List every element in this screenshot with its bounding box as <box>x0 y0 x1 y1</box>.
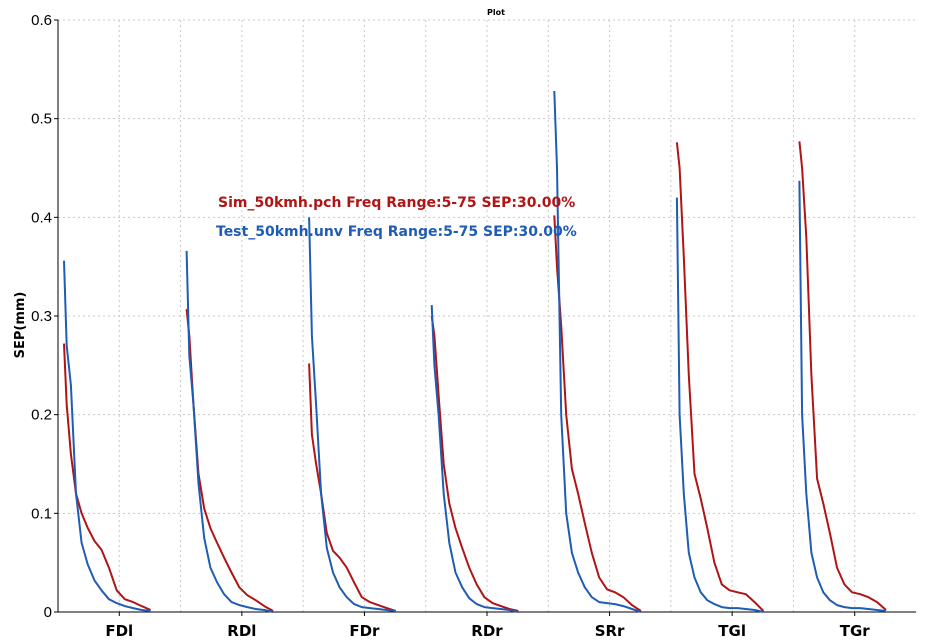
legend: Sim_50kmh.pch Freq Range:5-75 SEP:30.00%… <box>216 195 577 240</box>
y-tick-label: 0.5 <box>31 111 52 128</box>
series-curve-tgr <box>798 141 887 611</box>
series-curve-fdr <box>308 217 396 612</box>
series-curve-srr <box>553 90 642 613</box>
x-tick-label: TGr <box>840 622 871 640</box>
series-curve-fdr <box>308 363 397 612</box>
y-tick-label: 0.6 <box>31 12 52 29</box>
y-tick-label: 0 <box>44 604 52 621</box>
x-tick-label: FDl <box>105 622 133 640</box>
grid-layer <box>58 19 916 612</box>
series-curve-tgr <box>798 180 887 612</box>
series-curve-tgl <box>675 142 765 612</box>
x-tick-label: TGl <box>718 622 746 640</box>
x-tick-label: RDr <box>471 622 503 640</box>
x-tick-label: RDl <box>227 622 256 640</box>
legend-item-test: Test_50kmh.unv Freq Range:5-75 SEP:30.00… <box>216 224 577 240</box>
x-tick-label: SRr <box>595 622 625 640</box>
series-1 <box>63 90 887 613</box>
chart-title: Plot <box>487 8 505 17</box>
series-curve-rdr <box>430 305 519 613</box>
series-curve-fdl <box>63 260 151 612</box>
series-curve-rdl <box>185 250 274 613</box>
series-curve-rdl <box>185 308 274 612</box>
y-axis-label: SEP(mm) <box>13 292 28 359</box>
legend-item-sim: Sim_50kmh.pch Freq Range:5-75 SEP:30.00% <box>218 195 575 211</box>
series-0 <box>63 141 887 612</box>
y-tick-label: 0.1 <box>31 505 52 522</box>
series-curve-tgl <box>675 197 764 613</box>
y-tick-label: 0.4 <box>31 209 52 226</box>
y-tick-label: 0.2 <box>31 407 52 424</box>
series-layer <box>63 90 887 613</box>
axes-layer: 0 0.1 0.2 0.3 0.4 0.5 0.6 FDl RDl FDr RDr SRr TGl TGr <box>31 12 916 640</box>
x-tick-label: FDr <box>349 622 380 640</box>
series-curve-srr <box>553 215 642 612</box>
y-tick-label: 0.3 <box>31 308 52 325</box>
series-curve-fdl <box>63 343 152 611</box>
series-curve-rdr <box>430 315 519 612</box>
